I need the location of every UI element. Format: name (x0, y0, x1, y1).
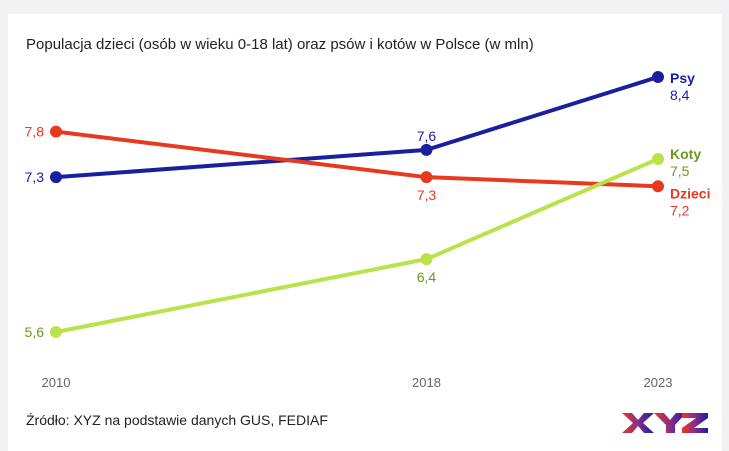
data-point-koty (420, 253, 433, 266)
series-line-psy (55, 75, 659, 180)
data-point-koty (50, 326, 62, 338)
data-point-psy (420, 143, 433, 156)
x-tick-label: 2023 (644, 375, 673, 390)
chart-card (8, 14, 722, 451)
data-point-dzieci (652, 180, 664, 193)
data-label-dzieci: 7,3 (417, 187, 437, 203)
data-label-dzieci: 7,8 (25, 124, 45, 140)
data-label-psy: 8,4 (670, 87, 690, 103)
data-label-dzieci: 7,2 (670, 202, 690, 218)
data-label-koty: 6,4 (417, 269, 437, 285)
series-line-dzieci (55, 129, 659, 189)
series-name-koty: Koty (670, 146, 701, 162)
chart-title: Populacja dzieci (osób w wieku 0-18 lat)… (26, 36, 534, 53)
data-point-koty (652, 152, 664, 165)
data-label-koty: 5,6 (25, 324, 45, 340)
xyz-logo (622, 413, 708, 433)
data-label-psy: 7,3 (25, 169, 45, 185)
data-point-psy (652, 71, 664, 83)
data-label-psy: 7,6 (417, 128, 437, 144)
data-label-koty: 7,5 (670, 163, 690, 179)
series-line-koty (55, 157, 659, 334)
x-tick-label: 2010 (42, 375, 71, 390)
data-point-psy (50, 171, 62, 184)
data-point-dzieci (420, 171, 433, 184)
series-name-psy: Psy (670, 70, 695, 86)
source-note: Źródło: XYZ na podstawie danych GUS, FED… (26, 412, 328, 428)
series-name-dzieci: Dzieci (670, 185, 710, 201)
data-point-dzieci (50, 125, 62, 138)
x-tick-label: 2018 (412, 375, 441, 390)
